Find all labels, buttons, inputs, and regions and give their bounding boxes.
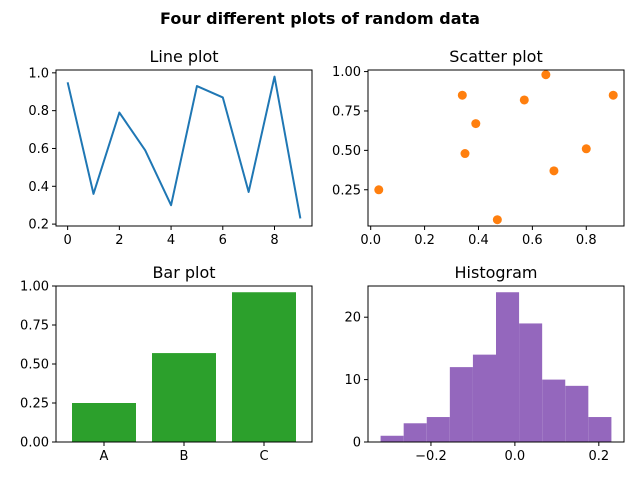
histogram-bin	[519, 323, 542, 442]
histogram-bin	[427, 417, 450, 442]
histogram-xtick-label: 0.0	[505, 449, 526, 464]
line-plot-ytick-label: 0.8	[28, 104, 49, 119]
scatter-plot-ytick-label: 0.75	[332, 104, 361, 119]
scatter-plot-xtick-label: 0.2	[414, 233, 435, 248]
bar-plot-title: Bar plot	[152, 263, 215, 282]
histogram-ytick-label: 20	[344, 311, 361, 326]
scatter-plot-ytick-label: 0.50	[332, 144, 361, 159]
line-plot-xtick-label: 4	[167, 233, 175, 248]
histogram-ytick-label: 10	[344, 373, 361, 388]
scatter-plot-ytick-label: 0.25	[332, 183, 361, 198]
scatter-point	[374, 185, 383, 194]
histogram-ytick-label: 0	[353, 436, 361, 451]
figure-suptitle: Four different plots of random data	[160, 9, 480, 28]
scatter-plot-xtick-label: 0.4	[468, 233, 489, 248]
line-plot-title: Line plot	[149, 47, 218, 66]
line-plot-ytick-label: 0.4	[28, 180, 49, 195]
bar-plot-ytick-label: 0.75	[20, 319, 49, 334]
scatter-point	[609, 91, 618, 100]
histogram-title: Histogram	[455, 263, 538, 282]
scatter-plot-panel: Scatter plot 0.0 0.2 0.4 0.6 0.8 0.25 0.50 0.75…	[332, 47, 624, 248]
histogram-bin	[588, 417, 611, 442]
bar-category-label: B	[180, 449, 189, 464]
bar-plot-ytick-label: 0.25	[20, 397, 49, 412]
bar-category-label: C	[259, 449, 268, 464]
scatter-point	[461, 149, 470, 158]
scatter-plot-xtick-label: 0.6	[522, 233, 543, 248]
scatter-point	[582, 144, 591, 153]
histogram-bin	[404, 423, 427, 442]
histogram-bin	[473, 355, 496, 442]
line-series	[68, 77, 301, 219]
scatter-plot-title: Scatter plot	[449, 47, 542, 66]
histogram-bin	[542, 380, 565, 442]
bar	[72, 403, 136, 442]
scatter-plot-xtick-label: 0.0	[360, 233, 381, 248]
scatter-point	[458, 91, 467, 100]
bar-plot-ytick-label: 0.00	[20, 436, 49, 451]
histogram-bin	[565, 386, 588, 442]
bar-category-label: A	[100, 449, 109, 464]
bar-plot-ytick-label: 0.50	[20, 358, 49, 373]
scatter-point	[493, 215, 502, 224]
line-plot-xtick-label: 8	[270, 233, 278, 248]
line-plot-xtick-label: 2	[115, 233, 123, 248]
line-plot-ytick-label: 0.2	[28, 218, 49, 233]
line-plot-ytick-label: 1.0	[28, 66, 49, 81]
histogram-xtick-label: 0.2	[588, 449, 609, 464]
scatter-point	[520, 95, 529, 104]
scatter-plot-ytick-label: 1.00	[332, 65, 361, 80]
line-plot-xtick-label: 0	[63, 233, 71, 248]
bar-plot-ytick-label: 1.00	[20, 280, 49, 295]
scatter-point	[471, 119, 480, 128]
bar-plot-panel: Bar plot A B C 0.00 0.25 0.50 0.75 1.00	[20, 263, 312, 464]
bar	[152, 353, 216, 442]
scatter-point	[549, 166, 558, 175]
histogram-bin	[381, 436, 404, 442]
bar	[232, 292, 296, 442]
histogram-xtick-label: −0.2	[415, 449, 447, 464]
line-plot-xtick-label: 6	[219, 233, 227, 248]
histogram-bin	[496, 292, 519, 442]
line-plot-panel: Line plot 0 2 4 6 8 0.2 0.4 0.6 0.8 1.0	[28, 47, 312, 248]
histogram-panel: Histogram −0.2 0.0 0.2 0 10 20	[344, 263, 624, 464]
scatter-plot-xtick-label: 0.8	[576, 233, 597, 248]
line-plot-ytick-label: 0.6	[28, 142, 49, 157]
histogram-bin	[450, 367, 473, 442]
scatter-point	[541, 70, 550, 79]
